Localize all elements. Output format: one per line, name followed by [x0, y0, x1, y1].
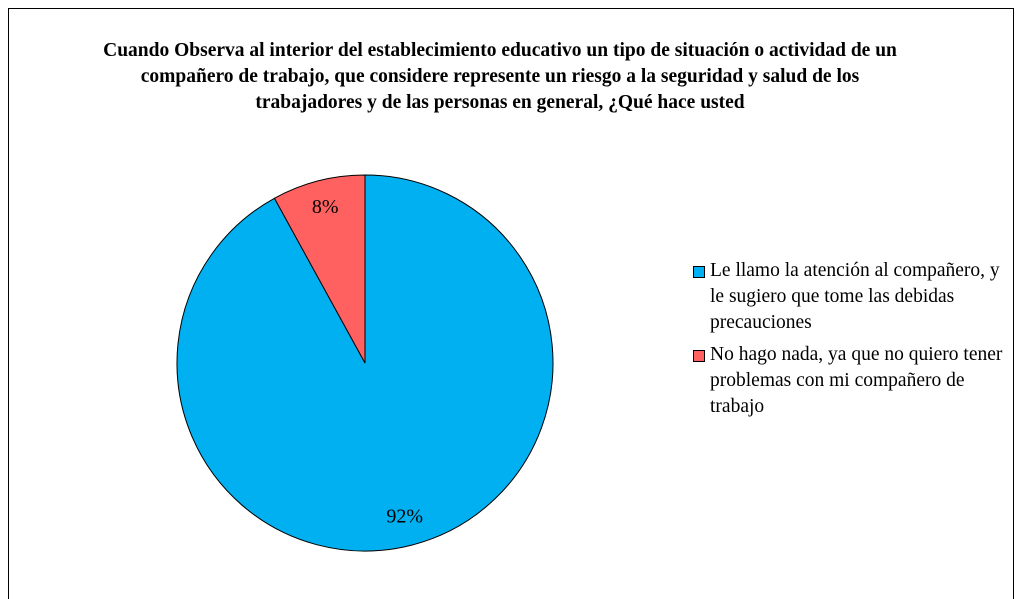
legend-label: No hago nada, ya que no quiero tener pro…	[710, 344, 1003, 417]
legend: Le llamo la atención al compañero, y le …	[692, 258, 1012, 426]
legend-item: No hago nada, ya que no quiero tener pro…	[692, 342, 1006, 420]
data-label: 8%	[312, 196, 339, 218]
legend-swatch	[693, 350, 705, 362]
pie-slice	[273, 174, 366, 364]
data-label: 92%	[386, 505, 423, 527]
legend-swatch	[693, 266, 705, 278]
legend-item: Le llamo la atención al compañero, y le …	[692, 258, 1006, 336]
legend-label: Le llamo la atención al compañero, y le …	[710, 260, 1000, 333]
chart-title: Cuando Observa al interior del estableci…	[103, 40, 897, 113]
chart-border	[8, 8, 1014, 599]
